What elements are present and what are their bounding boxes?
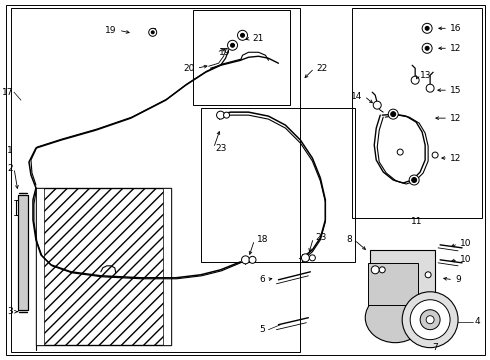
Circle shape — [231, 43, 235, 47]
Text: 10: 10 — [460, 239, 471, 248]
Text: 6: 6 — [260, 275, 266, 284]
Circle shape — [371, 266, 379, 274]
Text: 1: 1 — [7, 145, 13, 154]
Circle shape — [375, 297, 381, 303]
Circle shape — [238, 30, 247, 40]
Circle shape — [397, 149, 403, 155]
Circle shape — [425, 26, 429, 30]
Text: 20: 20 — [183, 64, 195, 73]
Text: 2: 2 — [7, 163, 13, 172]
Circle shape — [391, 112, 396, 117]
Circle shape — [388, 109, 398, 119]
Circle shape — [227, 40, 238, 50]
Text: 16: 16 — [450, 24, 462, 33]
Text: 9: 9 — [455, 275, 461, 284]
Text: 19: 19 — [105, 26, 117, 35]
Circle shape — [410, 300, 450, 340]
Text: 23: 23 — [316, 233, 327, 242]
Circle shape — [379, 267, 385, 273]
Text: 12: 12 — [450, 154, 462, 163]
Text: 17: 17 — [1, 88, 13, 97]
Bar — [11, 8, 300, 352]
Circle shape — [373, 101, 381, 109]
Circle shape — [375, 272, 381, 278]
Circle shape — [301, 254, 309, 262]
Text: 18: 18 — [256, 235, 268, 244]
Text: 10: 10 — [460, 255, 471, 264]
Circle shape — [217, 111, 224, 119]
Bar — [352, 8, 482, 218]
Bar — [193, 10, 291, 105]
Text: 4: 4 — [475, 317, 481, 326]
Text: 14: 14 — [351, 92, 362, 101]
Bar — [163, 188, 171, 345]
Text: 15: 15 — [450, 86, 462, 95]
Bar — [368, 263, 418, 305]
Circle shape — [241, 33, 245, 37]
Text: 19: 19 — [219, 48, 230, 57]
Circle shape — [223, 112, 229, 118]
Circle shape — [432, 152, 438, 158]
Text: 22: 22 — [317, 64, 328, 73]
Circle shape — [412, 177, 416, 183]
Text: 7: 7 — [432, 343, 438, 352]
Circle shape — [425, 46, 429, 50]
Circle shape — [242, 256, 249, 264]
Circle shape — [409, 175, 419, 185]
Circle shape — [422, 23, 432, 33]
Circle shape — [426, 84, 434, 92]
Text: 8: 8 — [346, 235, 352, 244]
Bar — [370, 250, 435, 305]
Circle shape — [149, 28, 157, 36]
Text: 12: 12 — [450, 44, 462, 53]
Circle shape — [422, 43, 432, 53]
Bar — [18, 195, 28, 310]
Circle shape — [426, 316, 434, 324]
Circle shape — [411, 76, 419, 84]
Bar — [200, 108, 355, 262]
Text: 11: 11 — [412, 217, 423, 226]
Circle shape — [151, 31, 154, 34]
Text: 13: 13 — [420, 71, 432, 80]
Bar — [36, 188, 44, 345]
Bar — [36, 188, 171, 345]
Circle shape — [420, 310, 440, 330]
Circle shape — [309, 255, 316, 261]
Circle shape — [249, 256, 256, 263]
Text: 5: 5 — [260, 325, 266, 334]
Text: 12: 12 — [450, 114, 462, 123]
Ellipse shape — [365, 293, 425, 343]
Bar — [36, 188, 171, 345]
Circle shape — [402, 292, 458, 348]
Text: 21: 21 — [252, 34, 264, 43]
Text: 23: 23 — [216, 144, 227, 153]
Text: 3: 3 — [7, 307, 13, 316]
Circle shape — [425, 272, 431, 278]
Circle shape — [425, 297, 431, 303]
